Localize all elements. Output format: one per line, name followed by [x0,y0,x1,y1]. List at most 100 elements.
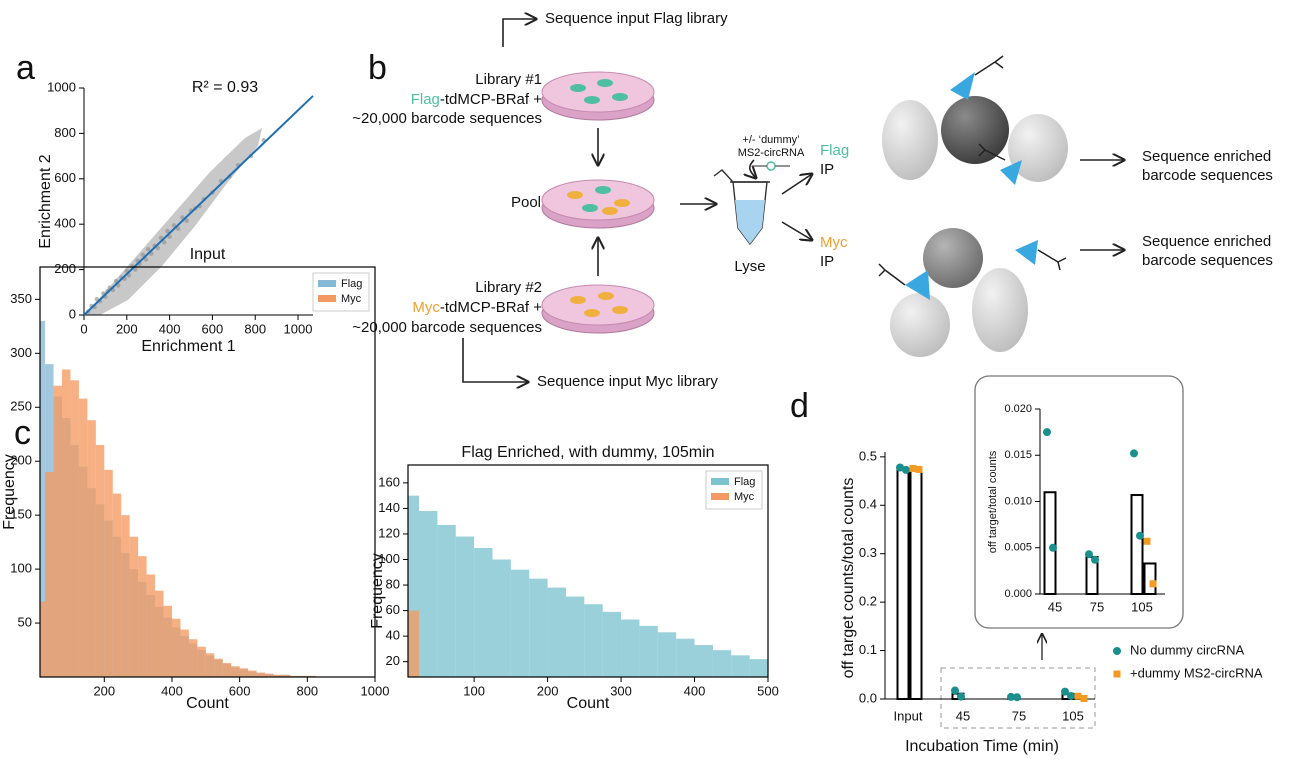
panel-letter: a [16,49,35,87]
legend-swatch [318,280,336,287]
histogram-bar [437,525,455,677]
histogram-bar [164,606,172,677]
x-tick-label: 400 [159,321,181,336]
histogram-bar [45,472,53,677]
x-tick-label: 200 [537,683,559,698]
data-point [910,465,917,472]
data-point [1081,695,1088,702]
legend-label: Myc [341,293,362,305]
y-axis-label: Frequency [369,553,386,629]
legend-marker [1113,647,1121,655]
bars [401,496,768,688]
histogram-bar [603,612,621,677]
y-tick-label: 1000 [47,79,76,94]
x-tick-label: 600 [229,683,251,698]
diagram-text: IP [820,161,834,178]
legend-label: Myc [734,491,755,503]
diagram-text: Sequence input Flag library [545,10,728,27]
diagram-text: Lyse [734,258,765,275]
diagram-text: Library #2 [475,279,542,296]
diagram-text: IP [820,253,834,270]
histogram-bar [511,677,529,687]
arrow [782,222,812,240]
histogram-bar [584,604,602,677]
x-tick-label: 45 [956,708,970,723]
x-tick-label: 200 [116,321,138,336]
tag: Flag [411,91,440,108]
histogram-bar [456,537,474,677]
histogram-bar [474,548,492,677]
data-point [1067,692,1075,700]
histogram-bar [54,386,62,677]
histogram-bar [566,597,584,677]
diagram-text: barcode sequences [1142,167,1273,184]
histogram-bar [206,653,214,677]
y-tick-label: 200 [54,261,76,276]
diagram-text: MS2-circRNA [738,147,805,159]
y-tick-label: 100 [10,561,32,576]
data-point [1075,693,1082,700]
fit-line [84,96,313,315]
data-point [902,466,910,474]
histogram-bar [138,556,146,677]
diagram-text: ~20,000 barcode sequences [352,319,542,336]
histogram-bar [147,575,155,678]
y-tick-label: 250 [10,399,32,414]
histogram-bar [492,677,510,687]
y-tick-label: 0.1 [859,642,877,657]
histogram-bar [104,470,112,677]
histogram-bar [621,620,639,677]
y-tick-label: 300 [10,345,32,360]
legend-label: +dummy MS2-circRNA [1130,665,1263,680]
histogram-bar [437,677,455,687]
histogram-bar [731,655,749,677]
diagram-text: Sequence enriched [1142,148,1271,165]
histogram-bar [401,611,419,677]
y-tick-label: 0.3 [859,545,877,560]
diagram-text: barcode sequences [1142,252,1273,269]
histogram-bar [214,659,222,677]
mean-bar [1045,492,1056,594]
y-tick-label: 0.020 [1004,403,1032,415]
arrow [782,174,812,194]
legend-label: No dummy circRNA [1130,642,1244,657]
y-tick-label: 800 [54,125,76,140]
data-point [951,687,959,695]
annotation: R² = 0.93 [192,79,258,96]
y-axis-label: Frequency [1,454,18,530]
figure: a b c d [0,0,1294,761]
y-tick-label: 0.010 [1004,495,1032,507]
histogram-bar [155,591,163,677]
y-axis-label: off target counts/total counts [840,478,857,679]
data-point [1136,532,1144,540]
x-tick-label: 105 [1131,599,1153,614]
legend-marker [1114,671,1121,678]
scatter-point [146,247,150,251]
histogram-bar [529,579,547,677]
construct: -tdMCP-BRaf + [440,299,542,316]
histogram-bar [419,677,437,687]
x-axis-label: Count [186,695,229,712]
dish [542,72,654,120]
histogram-bar [257,673,265,677]
x-tick-label: 75 [1090,599,1104,614]
histogram-bar [566,677,584,687]
diagram-text: Sequence input Myc library [537,373,718,390]
x-tick-label: 100 [463,683,485,698]
y-tick-label: 0.4 [859,497,877,512]
y-axis-label: off target/total counts [987,450,999,553]
y-tick-label: 0.5 [859,448,877,463]
x-tick-label: 45 [1048,599,1062,614]
y-tick-label: 160 [378,474,400,489]
y-tick-label: 50 [18,614,32,629]
diagram-text: Sequence enriched [1142,233,1271,250]
histogram-bar [511,570,529,677]
x-axis-label: Enrichment 1 [141,338,235,355]
histogram-bar [584,677,602,687]
histogram-bar [713,650,731,677]
dish [542,180,654,228]
histogram-bar [639,626,657,677]
chart-title: Input [190,246,226,263]
diagram-text: Flag [820,142,849,159]
panel-letter: c [14,414,31,452]
